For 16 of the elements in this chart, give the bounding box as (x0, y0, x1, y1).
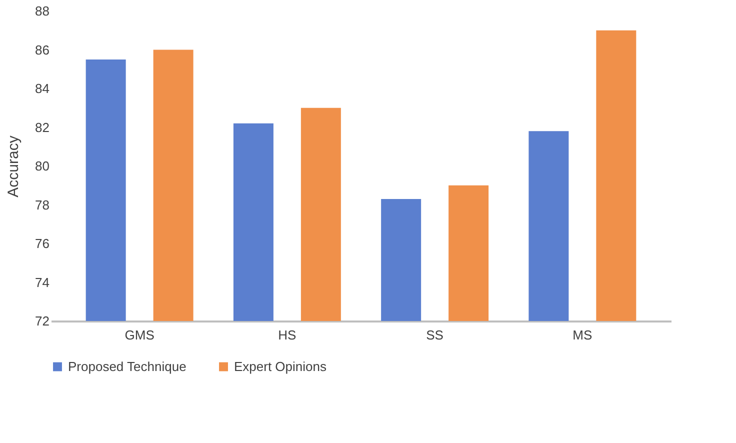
x-tick-label: GMS (124, 328, 155, 342)
y-tick-label: 74 (35, 274, 50, 290)
legend-label: Proposed Technique (68, 358, 186, 374)
y-tick-label: 76 (35, 236, 50, 251)
y-axis-title: Accuracy (5, 135, 22, 198)
y-tick-label: 86 (35, 42, 50, 58)
y-tick-label: 72 (35, 314, 50, 328)
x-tick-label: HS (278, 328, 297, 342)
y-tick-label: 88 (35, 4, 50, 18)
y-tick-label: 80 (35, 158, 50, 174)
y-tick-label: 78 (35, 197, 50, 212)
x-tick-label: MS (572, 328, 593, 342)
x-tick-label: SS (426, 328, 444, 342)
y-tick-label: 82 (35, 120, 50, 135)
legend-label: Expert Opinions (234, 358, 327, 374)
y-tick-label: 84 (35, 81, 50, 96)
